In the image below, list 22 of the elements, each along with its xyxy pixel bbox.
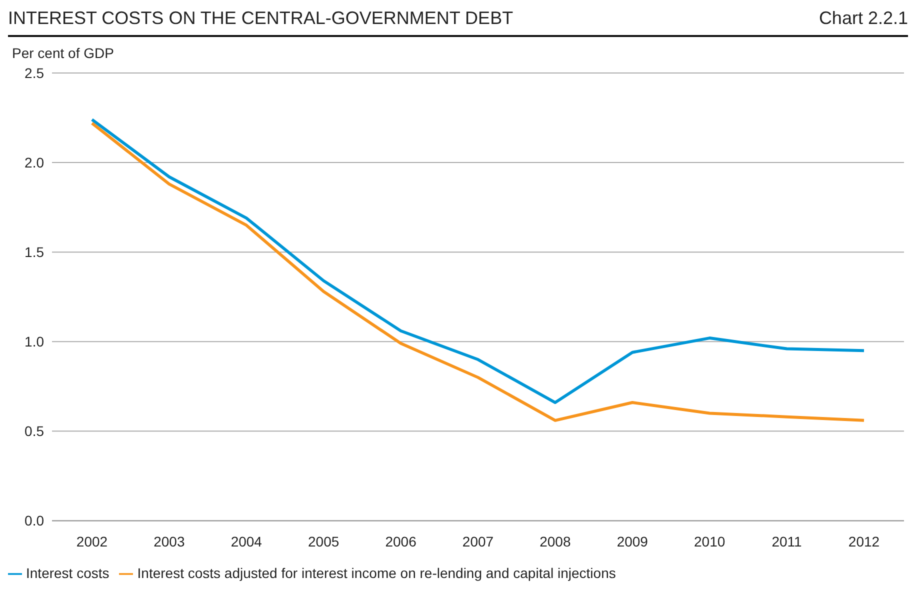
x-tick-label: 2006 — [385, 534, 417, 550]
chart-title: INTEREST COSTS ON THE CENTRAL-GOVERNMENT DEBT — [8, 8, 514, 29]
x-tick-label: 2003 — [154, 534, 185, 550]
caption: Chart 2.2.1 — [818, 8, 908, 29]
x-tick-label: 2009 — [616, 534, 648, 550]
x-tick-label: 2007 — [462, 534, 494, 550]
y-tick-label: 2.0 — [24, 154, 44, 171]
x-tick-label: 2011 — [772, 534, 802, 550]
y-tick-label: 1.0 — [24, 334, 44, 350]
x-tick-label: 2002 — [76, 534, 108, 550]
y-tick-label: 0.0 — [24, 512, 44, 529]
y-axis-title: Per cent of GDP — [12, 45, 115, 61]
x-tick-label: 2010 — [694, 534, 726, 550]
legend-label: Interest costs — [26, 564, 110, 581]
x-tick-label: 2012 — [848, 534, 880, 550]
y-tick-label: 1.5 — [24, 244, 44, 260]
x-tick-label: 2004 — [230, 534, 262, 550]
x-tick-label: 2008 — [540, 534, 571, 550]
y-tick-label: 0.5 — [24, 423, 44, 440]
y-tick-label: 2.5 — [24, 64, 44, 81]
legend-label: Interest costs adjusted for interest income on re-lending and capital injections — [137, 564, 616, 581]
x-tick-label: 2005 — [308, 534, 340, 550]
